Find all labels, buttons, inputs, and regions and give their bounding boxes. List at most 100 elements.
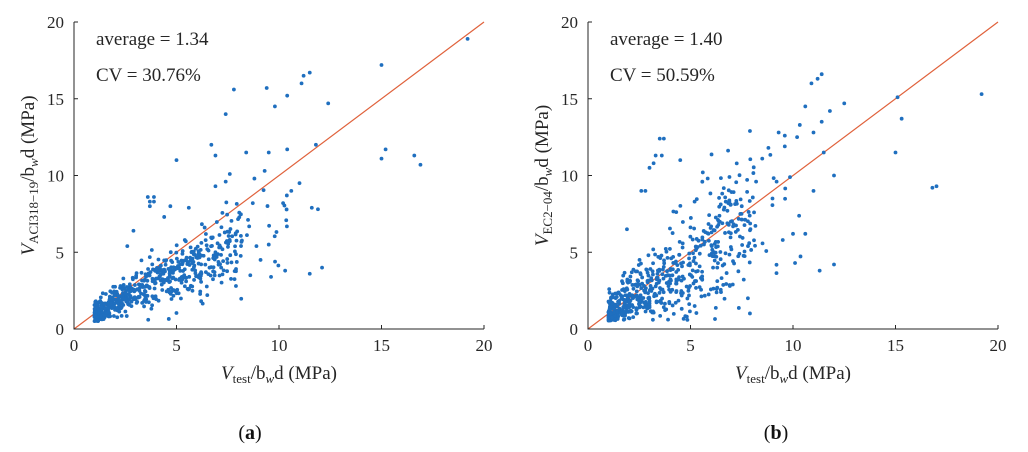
data-point [123, 309, 128, 314]
data-point [211, 277, 215, 282]
data-point [637, 257, 642, 262]
data-point [673, 261, 678, 266]
data-point [224, 240, 228, 245]
data-point [112, 301, 117, 306]
data-point [644, 267, 649, 272]
data-point [117, 309, 122, 314]
data-point [626, 316, 631, 320]
data-point [158, 272, 163, 277]
data-point [663, 273, 668, 278]
data-point [718, 287, 723, 292]
data-point [742, 249, 747, 254]
data-point [629, 270, 634, 275]
data-point [135, 287, 140, 292]
data-point [694, 197, 699, 202]
data-point [622, 317, 627, 322]
data-point [614, 295, 619, 299]
data-point [212, 270, 217, 275]
data-point [738, 197, 743, 202]
data-point [149, 306, 154, 311]
data-point [688, 309, 692, 314]
data-point [667, 287, 672, 292]
data-point [674, 270, 679, 274]
data-point [679, 289, 684, 293]
average-annotation: average = 1.34 [96, 29, 209, 50]
data-point [206, 257, 211, 262]
data-point [653, 153, 658, 158]
data-point [727, 175, 732, 179]
data-point [726, 188, 731, 193]
data-point [173, 265, 178, 270]
data-point [720, 191, 725, 196]
data-point [412, 153, 417, 158]
data-point [736, 254, 741, 259]
data-point [126, 292, 131, 297]
data-point [137, 295, 142, 299]
data-point [152, 199, 156, 204]
data-point [111, 284, 116, 289]
data-point [638, 271, 643, 276]
data-point [692, 255, 697, 260]
data-point [143, 272, 148, 277]
data-point [123, 292, 128, 296]
data-point [714, 245, 718, 250]
data-point [647, 304, 652, 309]
data-point [719, 176, 723, 181]
data-point [219, 280, 224, 285]
data-point [220, 247, 225, 252]
x-tick-label: 10 [271, 336, 288, 355]
data-point [609, 295, 613, 300]
data-point [219, 252, 223, 257]
data-point [146, 300, 151, 305]
data-point [708, 226, 713, 230]
data-point [697, 264, 702, 269]
data-point [724, 282, 729, 286]
data-point [803, 231, 808, 236]
data-point [630, 293, 635, 298]
data-point [670, 303, 675, 308]
data-point [238, 233, 243, 238]
y-axis-label: VEC2−04/bwd (MPa) [532, 105, 555, 246]
data-point [169, 286, 173, 290]
data-point [737, 173, 742, 178]
data-point [121, 276, 126, 281]
data-point [130, 277, 135, 282]
data-point [174, 243, 179, 248]
data-point [163, 262, 168, 267]
data-point [817, 268, 822, 273]
data-point [110, 295, 115, 300]
data-point [686, 285, 691, 290]
data-point [264, 86, 269, 90]
data-point [261, 188, 266, 193]
data-point [209, 244, 213, 249]
data-point [703, 239, 707, 244]
data-point [663, 308, 667, 313]
data-point [234, 238, 239, 243]
data-point [379, 63, 384, 67]
data-point [669, 278, 673, 283]
data-point [712, 258, 717, 263]
data-point [721, 283, 726, 287]
data-point [233, 232, 238, 237]
data-point [227, 172, 232, 176]
data-point [771, 176, 776, 181]
data-point [832, 173, 836, 178]
data-point [726, 148, 730, 153]
data-point [711, 265, 715, 270]
data-point [747, 241, 752, 246]
data-point [653, 252, 657, 257]
data-point [607, 287, 612, 292]
data-point [676, 298, 681, 303]
data-point [269, 274, 273, 279]
data-point [705, 176, 710, 181]
data-point [693, 279, 697, 283]
data-point [700, 274, 705, 279]
data-point [676, 277, 681, 282]
data-point [258, 258, 263, 262]
data-point [671, 209, 676, 214]
data-point [244, 150, 249, 155]
data-point [768, 153, 773, 157]
data-point [699, 287, 703, 292]
data-point [726, 230, 731, 235]
data-point [285, 147, 290, 152]
